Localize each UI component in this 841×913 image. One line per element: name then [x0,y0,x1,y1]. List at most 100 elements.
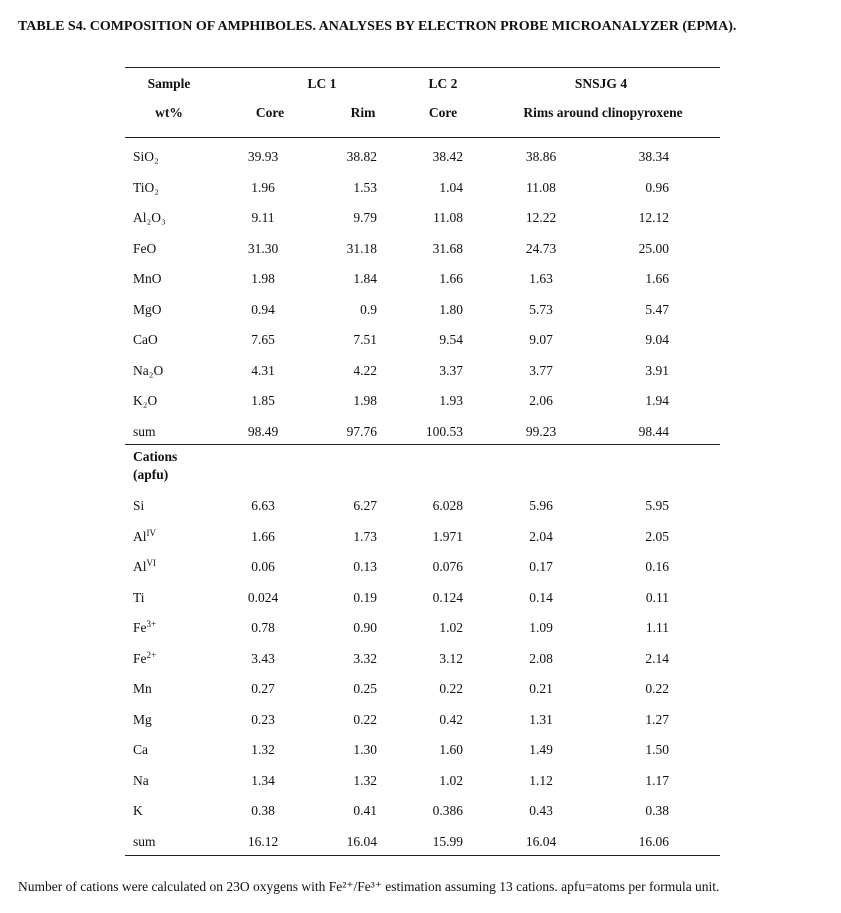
cell: 6.63 [251,498,275,513]
cell: 16.12 [247,833,279,849]
cell: 1.96 [251,179,275,195]
cell: 1.53 [353,179,377,195]
section-heading: (apfu) [133,467,169,482]
cell: 1.02 [439,772,463,788]
cell: 1.66 [439,271,463,286]
cell: 4.31 [251,362,275,378]
cell: 0.90 [353,620,377,635]
cell: 38.42 [432,149,463,164]
cell: 0.124 [432,589,463,605]
cell: 0.96 [645,179,669,195]
cell: 0.38 [645,803,669,818]
cell: 100.53 [425,423,463,439]
row-label: sum [133,423,156,439]
cell: 2.06 [529,393,553,408]
cell: 4.22 [353,362,377,378]
cell: 0.9 [360,301,377,317]
superscript: 2+ [146,649,157,660]
cell: 0.27 [251,681,275,696]
cell: 0.25 [353,681,377,696]
cell: 3.12 [439,650,463,666]
superscript: IV [146,527,157,538]
cell: 16.06 [638,833,669,849]
cell: 1.66 [251,528,275,544]
rule [125,855,720,856]
cell: 24.73 [525,240,557,256]
cell: 1.32 [251,742,275,757]
cell: 7.65 [251,332,275,347]
rule [125,67,720,68]
cell: 2.04 [529,528,553,544]
superscript: VI [146,558,157,568]
cell: 0.13 [353,559,377,574]
cell: 98.44 [638,423,669,439]
cell: 1.63 [529,271,553,286]
group-header: LC 1 [307,76,337,91]
row-label: CaO [133,332,158,347]
cell: 0.38 [251,803,275,818]
row-label: K [133,803,143,818]
row-label: Mg [133,711,152,727]
cell: 12.22 [525,210,557,225]
cell: 16.04 [525,833,557,849]
row-label: TiO₂ [133,179,159,195]
cell: 1.17 [645,772,669,788]
cell: 1.80 [439,301,463,317]
header-cell: wt% [155,105,183,120]
cell: 0.16 [645,559,669,574]
cell: 5.95 [645,498,669,513]
cell: 1.93 [439,393,463,408]
cell: 2.05 [645,528,669,544]
cell: 3.77 [529,362,553,378]
cell: 0.78 [251,620,275,635]
row-label: Si [133,498,145,513]
cell: 1.50 [645,742,669,757]
cell: 15.99 [432,833,463,849]
group-header: LC 2 [428,76,458,91]
cell: 0.11 [645,589,669,605]
title: TABLE S4. COMPOSITION OF AMPHIBOLES. ANA… [18,19,737,34]
cell: 3.43 [251,650,275,666]
row-label: MnO [133,271,162,286]
cell: 0.22 [353,711,377,727]
cell: 0.23 [251,711,275,727]
row-label: Al₂O₃ [133,210,166,225]
sub-header: Core [428,105,458,120]
row-label: SiO₂ [133,149,159,164]
cell: 25.00 [638,240,669,256]
cell: 5.96 [529,498,553,513]
cell: 38.82 [346,149,377,164]
cell: 97.76 [346,423,377,439]
cell: 0.22 [645,681,669,696]
cell: 1.84 [353,271,377,286]
cell: 0.024 [247,589,279,605]
cell: 1.85 [251,393,275,408]
footnote: Number of cations were calculated on 23O… [18,879,720,894]
cell: 0.21 [529,681,553,696]
cell: 5.47 [645,301,669,317]
cell: 1.31 [529,711,553,727]
cell: 2.08 [529,650,553,666]
cell: 3.37 [439,362,463,378]
cell: 1.11 [645,620,669,635]
cell: 1.02 [439,620,463,635]
superscript: 3+ [146,619,157,629]
cell: 1.49 [529,742,553,757]
row-label: sum [133,833,156,849]
cell: 0.17 [529,559,553,574]
cell: 0.06 [251,559,275,574]
cell: 1.32 [353,772,377,788]
cell: 0.22 [439,681,463,696]
cell: 9.07 [529,332,553,347]
row-label: Na₂O [133,362,164,378]
cell: 1.66 [645,271,669,286]
cell: 9.04 [645,332,669,347]
cell: 1.04 [439,179,463,195]
row-label: AlIV [133,527,157,544]
cell: 99.23 [525,423,557,439]
cell: 0.14 [529,589,553,605]
cell: 9.11 [251,210,275,225]
cell: 38.34 [638,149,669,164]
rule [125,137,720,138]
rule [125,444,720,445]
